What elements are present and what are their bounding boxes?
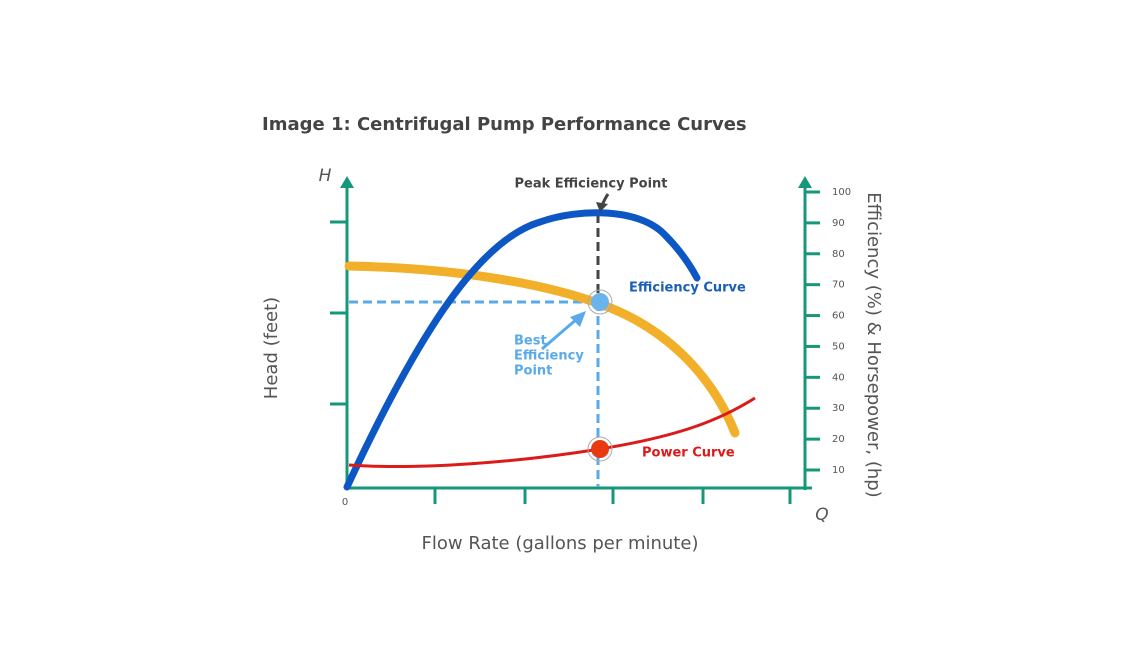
title: Image 1: Centrifugal Pump Performance Cu… [262,114,747,135]
y2-tick-label: 60 [832,311,845,322]
y2-tick-label: 20 [832,434,845,445]
y2-tick-label: 90 [832,218,845,229]
peak-label: Peak Efficiency Point [515,177,668,192]
best-label: Best [514,334,547,349]
arrow [541,316,579,351]
y2-tick-label: 30 [832,403,845,414]
y2-tick-label: 50 [832,341,845,352]
y2-tick-label: 10 [832,465,845,476]
arrow [570,311,586,327]
y2-tick-label: 70 [832,280,845,291]
y-symbol: H [319,166,332,186]
arrow [596,202,608,212]
y2-tick-label: 80 [832,249,845,260]
efficiency-label: Efficiency Curve [629,281,746,296]
y2-tick-label: 100 [832,187,851,198]
point-ring [587,289,613,315]
best-label: Efficiency [514,349,584,364]
x-label: Flow Rate (gallons per minute) [422,533,699,554]
x-symbol: Q [815,505,828,525]
power-label: Power Curve [642,446,735,461]
power-point [591,440,609,458]
y2-ticks: 10 20 30 40 50 60 70 80 90 100 [805,187,851,476]
point-ring [587,436,613,462]
y-label: Head (feet) [261,297,282,399]
y2-tick-label: 40 [832,372,845,383]
y2-label: Efficiency (%) & Horsepower, (hp) [863,192,884,497]
best-point [591,293,609,311]
arrow [340,176,354,188]
origin-label: 0 [342,497,348,508]
best-label: Point [514,364,552,379]
arrow [798,176,812,188]
efficiency-curve [343,209,701,491]
